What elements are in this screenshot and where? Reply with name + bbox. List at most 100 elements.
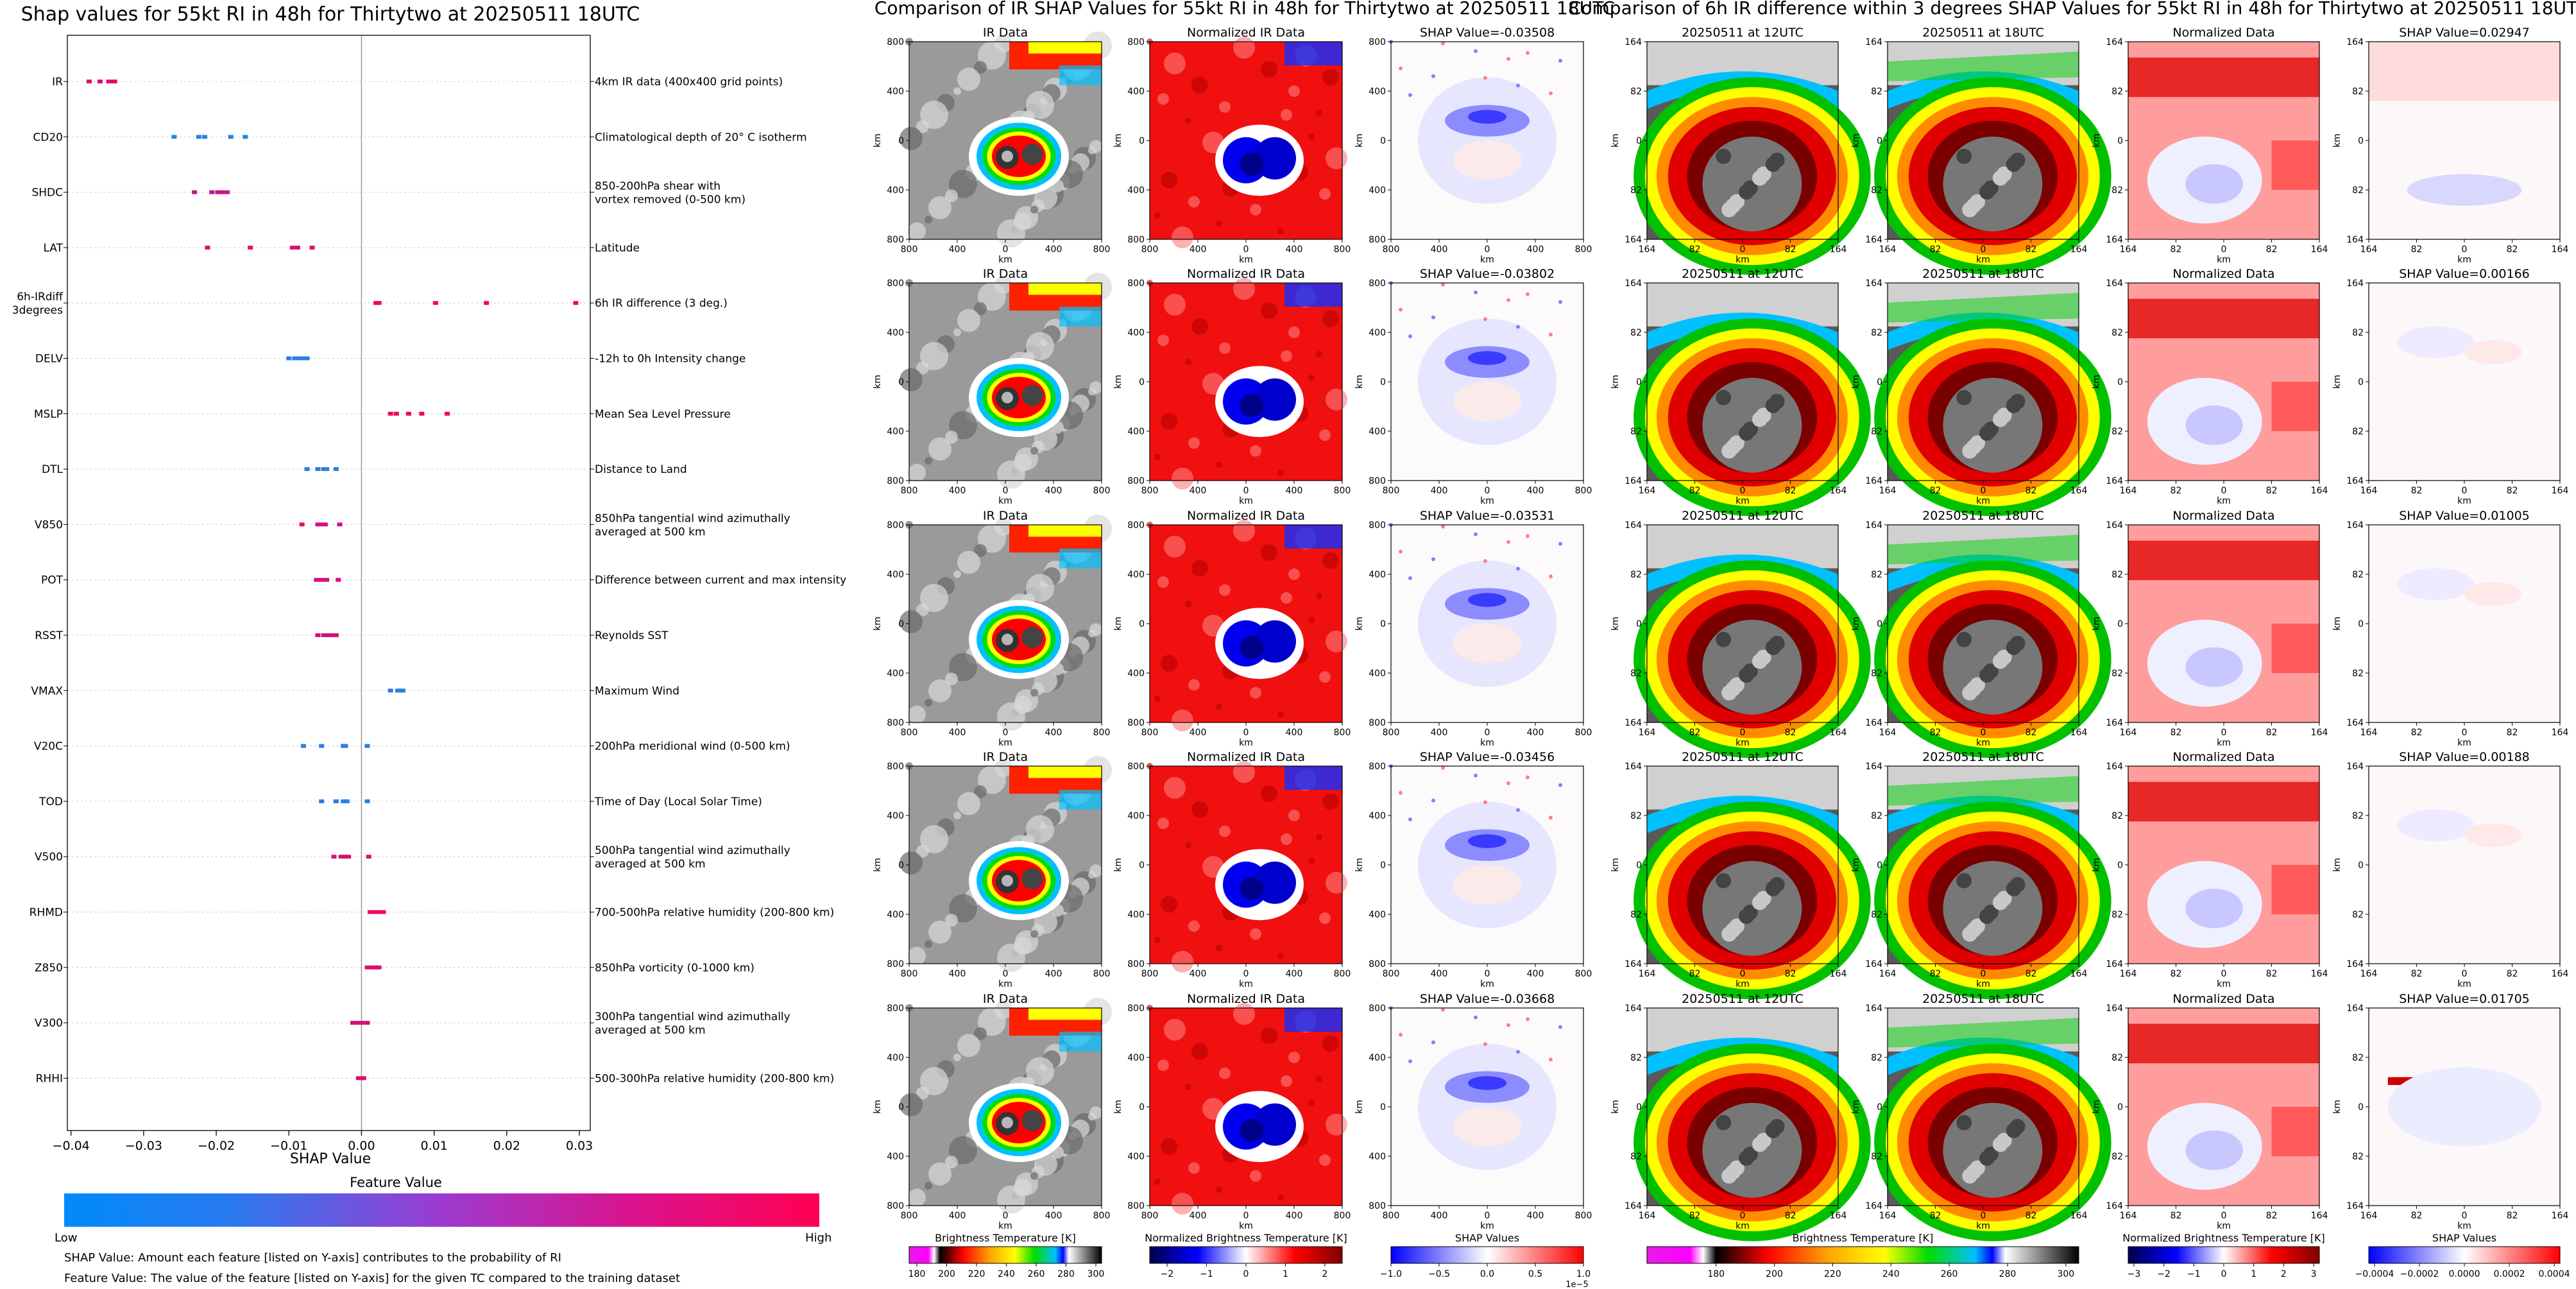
diff-core-texture [1716, 873, 1732, 889]
panel-title: Normalized Data [2172, 267, 2274, 281]
shap-point [299, 522, 305, 527]
irdiff-shap-comparison: Comparison of 6h IR difference within 3 … [1569, 0, 2576, 1279]
beeswarm-title: Shap values for 55kt RI in 48h for Thirt… [21, 3, 640, 26]
y-tick-label: 800 [887, 520, 904, 531]
y-tick-label: 0 [1636, 860, 1642, 871]
colorbar-tick-label: 0.0002 [2494, 1269, 2525, 1279]
feature-label: V20C [34, 740, 63, 753]
shap-point [375, 910, 380, 914]
panel-title: Normalized Data [2172, 509, 2274, 523]
diffnorm-patch [2271, 865, 2319, 914]
diffshap-positive [2464, 823, 2522, 848]
y-tick-label: 400 [887, 328, 904, 338]
shap-point [380, 910, 386, 914]
y-tick-label: 800 [1127, 235, 1145, 245]
x-axis-label: km [1239, 1221, 1253, 1231]
x-tick-label: 800 [1575, 969, 1592, 979]
feature-description-line: Latitude [595, 242, 640, 255]
x-tick-label: 0 [1740, 486, 1746, 496]
diffnorm-band [2128, 57, 2319, 98]
diff-core-texture [1721, 443, 1737, 459]
colorbar-label: Brightness Temperature [K] [935, 1232, 1076, 1244]
feature-label-line: V300 [35, 1017, 63, 1030]
norm-texture [1157, 1059, 1169, 1071]
panel-title: SHAP Value=0.01705 [2399, 992, 2530, 1006]
diffshap-negative [2397, 326, 2474, 359]
y-tick-label: 82 [2111, 669, 2123, 679]
shap-speckle [1474, 290, 1478, 295]
y-tick-label: 800 [1369, 1201, 1386, 1211]
norm-texture [1154, 696, 1161, 703]
feature-description-line: Mean Sea Level Pressure [595, 408, 731, 421]
beeswarm-x-label: SHAP Value [290, 1151, 371, 1167]
convective-band-core [1028, 766, 1102, 778]
feature-description-line: 6h IR difference (3 deg.) [595, 297, 728, 310]
norm-texture [1188, 920, 1200, 932]
y-tick-label: 400 [887, 811, 904, 821]
y-tick-label: 400 [1369, 1152, 1386, 1162]
y-tick-label: 400 [1369, 669, 1386, 679]
feature-description: 500-300hPa relative humidity (200-800 km… [595, 1072, 834, 1085]
cloud-texture [920, 824, 948, 853]
feature-row: RHMD 700-500hPa relative humidity (200-80… [30, 907, 835, 919]
convective-band-core [1028, 283, 1102, 295]
norm-texture [1288, 568, 1300, 580]
feature-description-line: Distance to Land [595, 463, 687, 476]
y-tick-label: 800 [1369, 718, 1386, 728]
diff-core-texture [1956, 873, 1972, 889]
y-axis-label: km [1113, 375, 1123, 389]
feature-description: Latitude [595, 242, 640, 255]
feature-value-colorbar-title: Feature Value [350, 1175, 442, 1190]
shap-speckle [1441, 1007, 1445, 1012]
x-tick-label: 0 [1485, 244, 1490, 255]
y-tick-label: 400 [887, 669, 904, 679]
y-tick-label: 0 [898, 860, 904, 871]
diff-green-band [1888, 1018, 2079, 1048]
x-tick-label: 164 [2070, 486, 2088, 496]
shap-point [201, 135, 207, 139]
feature-label-line: CD20 [33, 131, 63, 144]
diff-core-texture [1765, 398, 1781, 413]
y-tick-label: 164 [1865, 718, 1882, 728]
diff-cyan-arc [1888, 312, 2079, 350]
shap-point [205, 245, 210, 250]
shap-speckle [1431, 1040, 1435, 1045]
x-tick-label: 800 [1575, 728, 1592, 738]
y-axis-label: km [1610, 617, 1621, 631]
feature-description-line: 850hPa tangential wind azimuthally [595, 512, 790, 525]
shap-point [368, 910, 373, 914]
y-tick-label: 800 [1127, 1003, 1145, 1014]
x-axis-label: km [2457, 979, 2471, 989]
shap-speckle [1506, 540, 1510, 544]
x-tick-label: 164 [2552, 969, 2569, 979]
diff-core-texture [1721, 685, 1737, 701]
beeswarm-plot-frame [67, 35, 591, 1131]
diffnorm-patch [2271, 382, 2319, 431]
y-tick-label: 800 [1127, 1201, 1145, 1211]
norm-texture [1281, 108, 1292, 121]
x-tick-label: 400 [949, 1211, 966, 1221]
x-tick-label: 800 [1141, 244, 1159, 255]
norm-core-right [1254, 861, 1296, 904]
y-axis-label: km [1113, 858, 1123, 872]
y-tick-label: 400 [1369, 570, 1386, 580]
norm-texture [1322, 69, 1339, 86]
cloud-texture [949, 1136, 977, 1165]
norm-texture [1216, 944, 1222, 952]
shap-point [350, 1021, 355, 1025]
cloud-texture [978, 1007, 1006, 1036]
x-tick-label: 164 [1639, 486, 1656, 496]
y-tick-label: 164 [2346, 959, 2364, 969]
diff-core-texture [1752, 411, 1768, 427]
x-tick-label: 400 [1431, 244, 1448, 255]
y-tick-label: 82 [2352, 910, 2364, 920]
x-tick-label: 800 [1383, 1211, 1400, 1221]
shap-point [361, 1076, 366, 1080]
shap-point [406, 411, 412, 416]
feature-label-line: DTL [42, 463, 63, 476]
feature-row: SHDC 850-200hPa shear with vortex removed … [31, 180, 746, 207]
norm-texture [1261, 302, 1277, 320]
feature-description-line: Maximum Wind [595, 685, 679, 697]
